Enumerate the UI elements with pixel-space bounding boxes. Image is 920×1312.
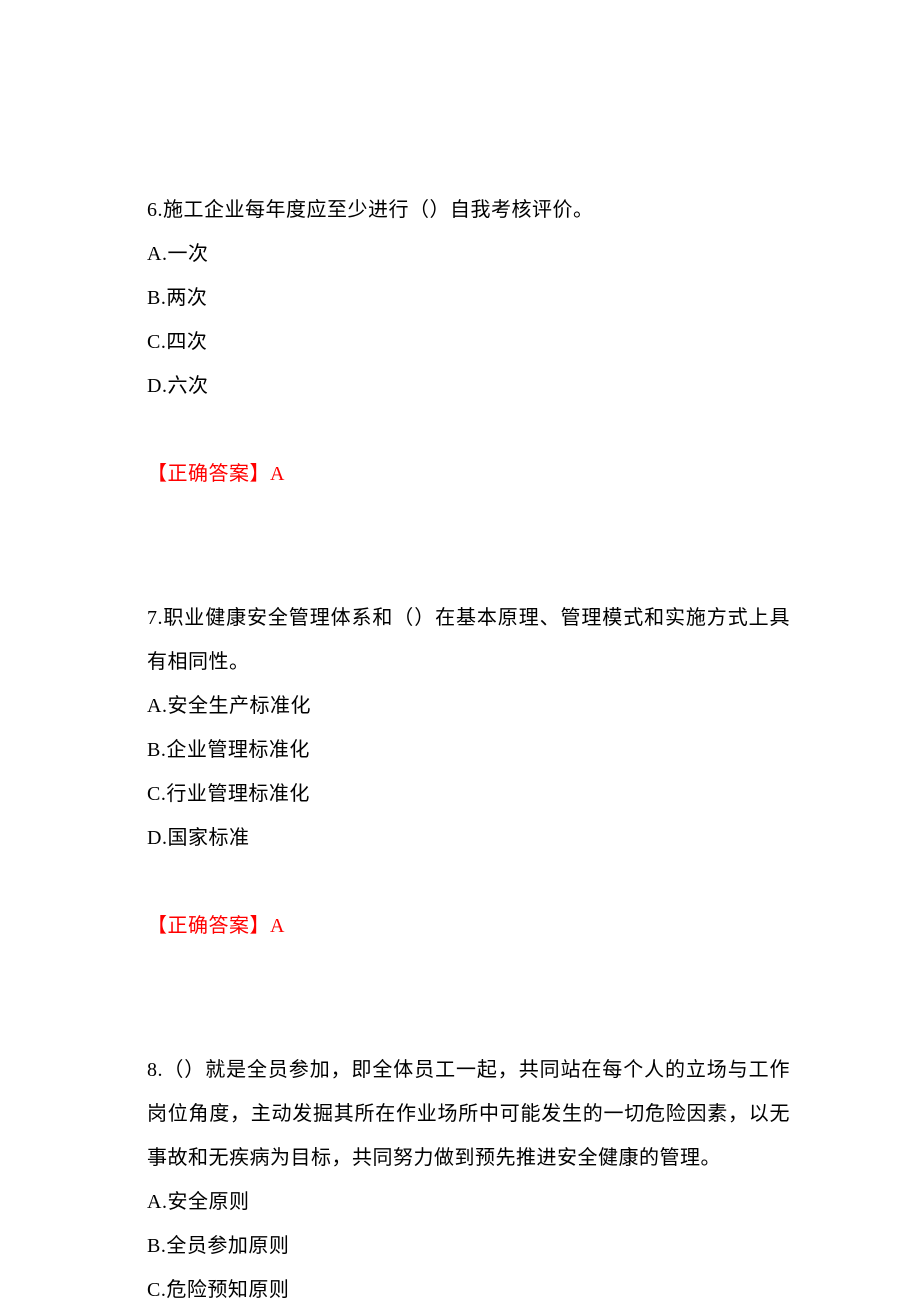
option-text: 企业管理标准化	[166, 739, 310, 761]
option-b: B.两次	[147, 276, 790, 320]
option-d: D.国家标准	[147, 816, 790, 860]
option-label: B.	[147, 1235, 166, 1257]
option-label: C.	[147, 783, 166, 805]
option-text: 安全原则	[167, 1191, 249, 1213]
correct-answer: 【正确答案】A	[147, 452, 790, 496]
question-block-6: 6.施工企业每年度应至少进行（）自我考核评价。 A.一次 B.两次 C.四次 D…	[147, 188, 790, 496]
option-a: A.安全生产标准化	[147, 684, 790, 728]
option-a: A.一次	[147, 232, 790, 276]
option-label: C.	[147, 331, 166, 353]
option-label: D.	[147, 375, 167, 397]
option-text: 一次	[167, 243, 208, 265]
question-number: 6.	[147, 199, 163, 221]
option-text: 两次	[166, 287, 207, 309]
answer-prefix: 【正确答案】	[147, 915, 270, 937]
option-text: 全员参加原则	[166, 1235, 289, 1257]
option-a: A.安全原则	[147, 1180, 790, 1224]
option-c: C.危险预知原则	[147, 1268, 790, 1312]
question-block-7: 7.职业健康安全管理体系和（）在基本原理、管理模式和实施方式上具有相同性。 A.…	[147, 596, 790, 948]
answer-value: A	[270, 463, 285, 485]
answer-value: A	[270, 915, 285, 937]
question-stem: （）就是全员参加，即全体员工一起，共同站在每个人的立场与工作岗位角度，主动发掘其…	[147, 1059, 790, 1169]
option-label: A.	[147, 243, 167, 265]
option-label: A.	[147, 695, 167, 717]
option-text: 四次	[166, 331, 207, 353]
question-text: 6.施工企业每年度应至少进行（）自我考核评价。	[147, 188, 790, 232]
question-block-8: 8.（）就是全员参加，即全体员工一起，共同站在每个人的立场与工作岗位角度，主动发…	[147, 1048, 790, 1312]
option-b: B.全员参加原则	[147, 1224, 790, 1268]
option-text: 安全生产标准化	[167, 695, 311, 717]
question-number: 8.	[147, 1059, 163, 1081]
option-d: D.六次	[147, 364, 790, 408]
answer-prefix: 【正确答案】	[147, 463, 270, 485]
option-text: 危险预知原则	[166, 1279, 289, 1301]
option-text: 行业管理标准化	[166, 783, 310, 805]
option-text: 六次	[167, 375, 208, 397]
option-label: D.	[147, 827, 167, 849]
option-c: C.四次	[147, 320, 790, 364]
option-label: B.	[147, 287, 166, 309]
option-c: C.行业管理标准化	[147, 772, 790, 816]
correct-answer: 【正确答案】A	[147, 904, 790, 948]
option-label: B.	[147, 739, 166, 761]
option-b: B.企业管理标准化	[147, 728, 790, 772]
question-text: 8.（）就是全员参加，即全体员工一起，共同站在每个人的立场与工作岗位角度，主动发…	[147, 1048, 790, 1180]
question-text: 7.职业健康安全管理体系和（）在基本原理、管理模式和实施方式上具有相同性。	[147, 596, 790, 684]
option-label: A.	[147, 1191, 167, 1213]
question-stem: 职业健康安全管理体系和（）在基本原理、管理模式和实施方式上具有相同性。	[147, 607, 790, 673]
question-number: 7.	[147, 607, 163, 629]
option-label: C.	[147, 1279, 166, 1301]
question-stem: 施工企业每年度应至少进行（）自我考核评价。	[163, 199, 594, 221]
option-text: 国家标准	[167, 827, 249, 849]
